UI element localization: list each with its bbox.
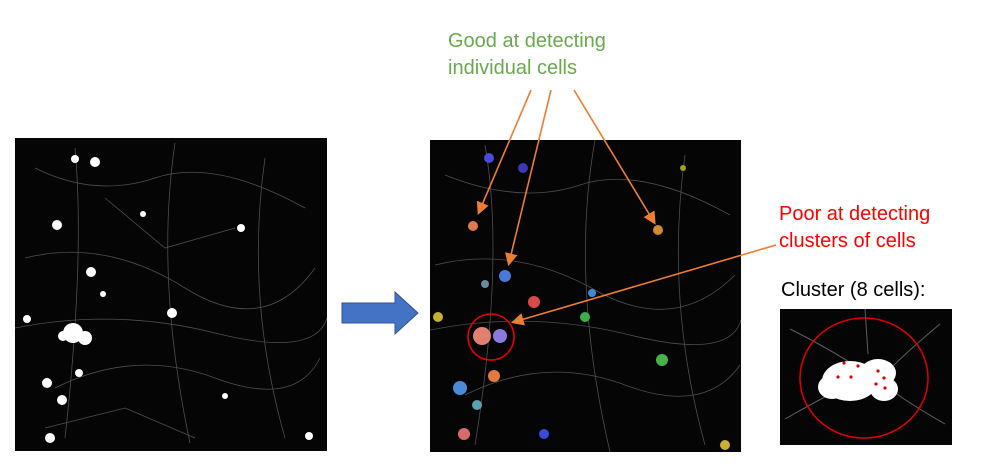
good-detection-label: Good at detecting individual cells — [448, 28, 606, 82]
poor-detection-label: Poor at detecting clusters of cells — [779, 201, 930, 255]
poor-label-line-1: Poor at detecting — [779, 203, 931, 225]
raw-microscopy-image — [15, 138, 327, 451]
cluster-outline-circle — [799, 317, 929, 439]
good-label-line-2: individual cells — [448, 57, 577, 79]
good-label-line-1: Good at detecting — [448, 30, 606, 52]
cluster-title: Cluster (8 cells): — [781, 279, 926, 301]
poor-label-line-2: clusters of cells — [779, 230, 916, 252]
segmentation-result-image — [430, 140, 741, 452]
flow-arrow-icon — [341, 290, 419, 336]
cluster-zoom-image — [780, 309, 952, 445]
